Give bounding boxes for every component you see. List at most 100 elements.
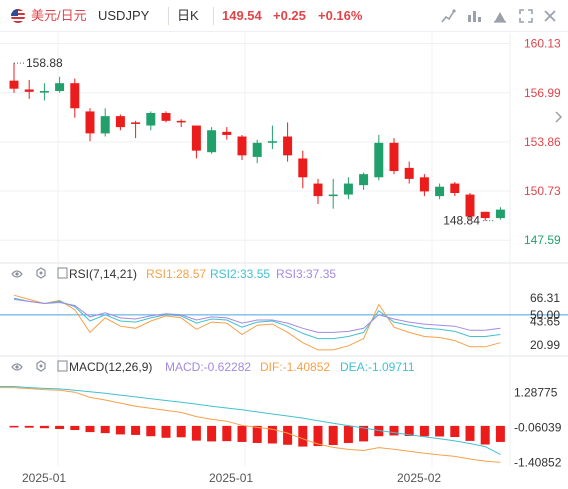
rsi2-value: RSI2:33.55 [210,267,270,281]
candle [70,78,80,118]
indicator-box-icon [57,267,68,279]
candle-body [374,142,384,178]
rsi-tick-label: 66.31 [530,291,560,305]
panel-dividers [0,33,568,466]
time-label: 2025-02 [397,471,441,485]
macd-histogram-bar [419,425,429,437]
min-price-label: 148.84 [443,214,480,228]
price-change: +0.25 [273,8,306,23]
macd-histogram-bar [450,425,460,438]
macd-histogram-bar [343,425,353,443]
macd-histogram-bar [480,425,490,445]
scroll-arrow-icon[interactable] [555,111,563,123]
macd-axis: 1.28775 -0.06039 -1.40852 [514,386,562,470]
macd-histogram-bar [465,425,475,441]
candle [85,108,95,142]
candle-body [191,125,201,151]
macd-histogram-bar [100,425,110,434]
settings-icon-dot [39,364,43,368]
macd-histogram-bar [85,425,95,433]
macd-panel [0,386,505,463]
macd-histogram-bar [161,425,171,438]
candle [161,111,171,123]
candle-body [313,183,323,197]
macd-dif-line [0,387,501,463]
candle [298,150,308,189]
candle [131,120,141,139]
toolbar-divider [168,7,169,25]
rsi3-value: RSI3:37.35 [276,267,336,281]
candle [176,119,186,128]
indicator-box-icon [57,360,68,372]
close-icon[interactable] [542,8,558,24]
candle [9,63,19,93]
candle-body [237,136,247,156]
fullscreen-icon[interactable] [518,8,534,24]
macd-value: MACD:-0.62282 [165,360,251,374]
candle [419,174,429,197]
timeframe-selector[interactable]: 日K [177,8,199,23]
candle-body [389,142,399,172]
candle [283,122,293,162]
max-price-label: 158.88 [26,56,63,70]
rsi-panel [0,294,568,351]
rsi-line-rsi3 [13,298,501,333]
candle-body [85,111,95,134]
price-change-percent: +0.16% [318,8,363,23]
dea-value: DEA:-1.09711 [340,360,415,374]
indicator-icon[interactable] [466,8,482,24]
candle-body [419,177,429,192]
candle-body [328,194,338,197]
candle-body [9,80,19,89]
macd-histogram-bar [191,425,201,441]
candle-body [480,211,490,219]
price-tick-label: 153.86 [524,135,561,149]
candle [191,125,201,159]
candle-body [252,142,262,157]
draw-tool-icon[interactable] [440,8,456,24]
candle [207,127,217,154]
candle-body [70,83,80,109]
candle [252,139,262,164]
macd-histogram-bar [176,425,186,438]
time-label: 2025-01 [209,471,253,485]
macd-histogram-bar [359,425,369,442]
price-axis: 160.13 156.99 153.86 150.73 147.59 [524,37,561,248]
compare-icon[interactable] [492,8,508,24]
macd-histogram-bar [328,425,338,446]
candle [328,178,338,209]
macd-tick-label: -0.06039 [514,420,562,434]
candle [343,177,353,200]
price-tick-label: 147.59 [524,233,561,247]
candle-body [24,89,34,92]
candle [115,114,125,131]
macd-histogram-bar [389,425,399,436]
candle-body [465,194,475,217]
candle [222,127,232,140]
candle-body [100,116,110,134]
last-price: 149.54 [222,8,262,23]
macd-histogram-bar [283,425,293,445]
macd-tick-label: -1.40852 [514,455,562,469]
macd-histogram-bar [70,425,80,431]
us-flag-icon [11,9,25,23]
macd-tick-label: 1.28775 [514,386,558,400]
candle-body [450,183,460,193]
macd-histogram-bar [435,425,445,437]
macd-histogram-bar [24,425,34,428]
macd-histogram-bar [267,425,277,444]
rsi-line-rsi2 [13,297,501,340]
candle [55,76,65,93]
macd-histogram-bar [374,425,384,437]
rsi-title: RSI(7,14,21) [69,267,137,281]
macd-histogram-bar [55,425,65,429]
macd-legend: MACD(12,26,9) MACD:-0.62282 DIF:-1.40852… [11,360,415,374]
macd-histogram-bar [39,425,49,429]
candle [39,83,49,101]
candle [237,134,247,161]
visibility-icon-pupil [15,272,19,276]
time-axis: 2025-01 2025-01 2025-02 [22,471,441,485]
settings-icon [36,267,46,279]
candle [267,125,277,150]
